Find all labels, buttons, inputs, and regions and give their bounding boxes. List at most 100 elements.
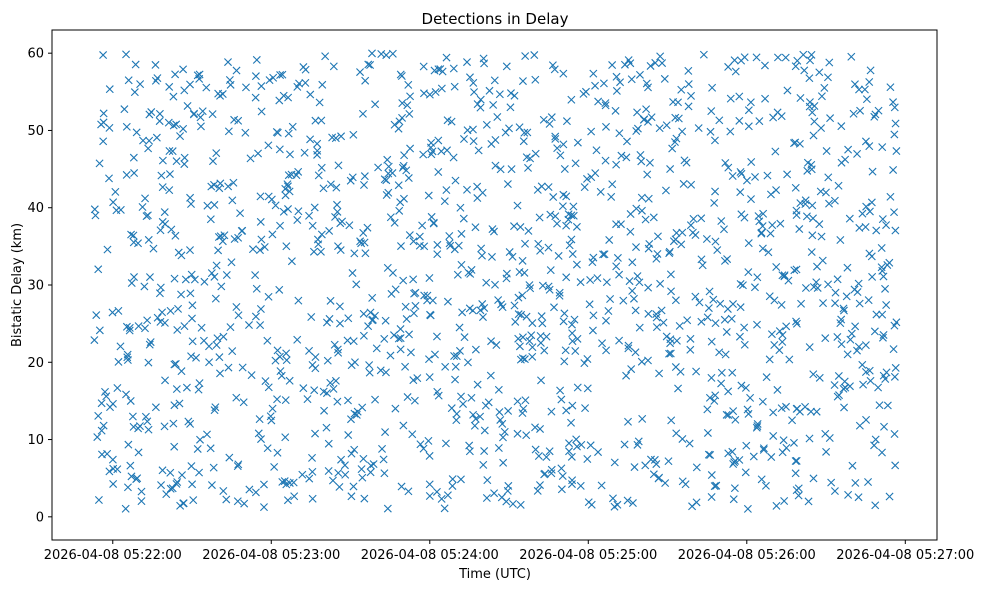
detection-point <box>713 246 722 255</box>
detection-point <box>277 371 286 380</box>
detection-point <box>652 310 661 319</box>
detection-point <box>314 240 323 249</box>
detection-point <box>730 484 739 493</box>
detection-point <box>782 402 790 411</box>
detection-point <box>856 106 865 115</box>
detection-point <box>465 441 474 450</box>
detection-point <box>448 475 457 484</box>
detection-point <box>669 237 678 246</box>
detection-point <box>384 188 393 197</box>
detection-point <box>536 338 545 347</box>
detection-point <box>161 376 170 385</box>
detection-point <box>772 186 781 195</box>
detection-point <box>359 228 368 237</box>
detection-point <box>807 248 816 257</box>
detection-point <box>440 504 449 513</box>
detection-point <box>601 99 610 108</box>
detection-point <box>399 276 408 285</box>
detection-point <box>394 334 403 343</box>
detection-point <box>337 455 346 464</box>
detection-point <box>173 325 182 334</box>
detection-point <box>692 463 701 472</box>
detection-point <box>871 501 880 510</box>
detection-point <box>282 356 291 365</box>
detection-point <box>858 209 867 218</box>
detection-point <box>755 117 764 126</box>
detection-point <box>122 170 131 179</box>
detection-point <box>468 125 477 134</box>
detection-point <box>780 271 789 280</box>
detection-point <box>311 429 320 438</box>
detection-point <box>308 453 317 462</box>
detection-point <box>865 249 874 258</box>
detection-point <box>396 334 405 343</box>
detection-point <box>759 444 768 453</box>
detection-point <box>396 345 405 354</box>
detection-point <box>196 435 205 444</box>
detection-point <box>480 303 489 312</box>
detection-point <box>131 60 140 69</box>
detection-point <box>440 197 449 206</box>
detection-point <box>144 358 153 367</box>
detection-point <box>683 316 692 325</box>
detection-point <box>289 478 298 487</box>
detection-point <box>188 337 197 346</box>
detection-point <box>186 80 195 89</box>
detection-point <box>264 383 273 392</box>
detection-point <box>864 478 873 486</box>
detection-point <box>711 237 720 246</box>
detection-point <box>531 149 540 158</box>
detection-point <box>229 178 238 187</box>
detection-point <box>548 61 557 70</box>
detection-point <box>92 311 101 320</box>
detection-point <box>306 135 315 144</box>
detection-point <box>349 482 358 491</box>
detection-point <box>210 272 219 281</box>
detection-point <box>535 213 544 222</box>
detection-point <box>285 187 294 196</box>
detection-point <box>615 270 624 279</box>
detection-point <box>707 471 716 480</box>
detection-point <box>816 187 825 196</box>
detection-point <box>724 449 733 458</box>
detection-point <box>371 100 380 109</box>
detection-point <box>270 462 279 471</box>
detection-point <box>635 278 644 287</box>
detection-point <box>276 221 285 230</box>
detection-point <box>751 172 760 181</box>
detection-point <box>872 226 881 235</box>
detection-point <box>303 395 312 404</box>
detection-point <box>565 447 574 456</box>
detection-point <box>486 371 495 380</box>
detection-point <box>773 385 782 394</box>
detection-point <box>573 334 582 343</box>
detection-point <box>520 355 529 364</box>
detection-point <box>155 109 164 118</box>
detection-point <box>476 95 485 104</box>
detection-point <box>783 86 792 95</box>
detection-point <box>686 221 695 230</box>
detection-point <box>363 223 372 232</box>
detection-point <box>827 478 836 487</box>
detection-point <box>573 442 581 451</box>
detection-point <box>404 487 413 496</box>
detection-point <box>678 434 687 443</box>
detection-point <box>278 477 287 486</box>
detection-point <box>514 293 523 302</box>
y-tick-label: 10 <box>27 433 44 448</box>
detection-point <box>815 373 824 382</box>
detection-point <box>624 417 632 426</box>
detection-point <box>662 121 671 130</box>
detection-point <box>130 88 139 97</box>
detection-point <box>381 428 390 437</box>
y-tick-label: 50 <box>27 124 44 139</box>
detection-point <box>333 345 342 354</box>
detection-point <box>356 68 365 77</box>
detection-point <box>228 196 237 205</box>
detection-point <box>344 396 352 405</box>
detection-point <box>127 279 136 288</box>
detection-point <box>625 277 634 286</box>
detection-point <box>195 379 204 388</box>
detection-point <box>777 404 786 413</box>
detection-point <box>622 137 631 146</box>
